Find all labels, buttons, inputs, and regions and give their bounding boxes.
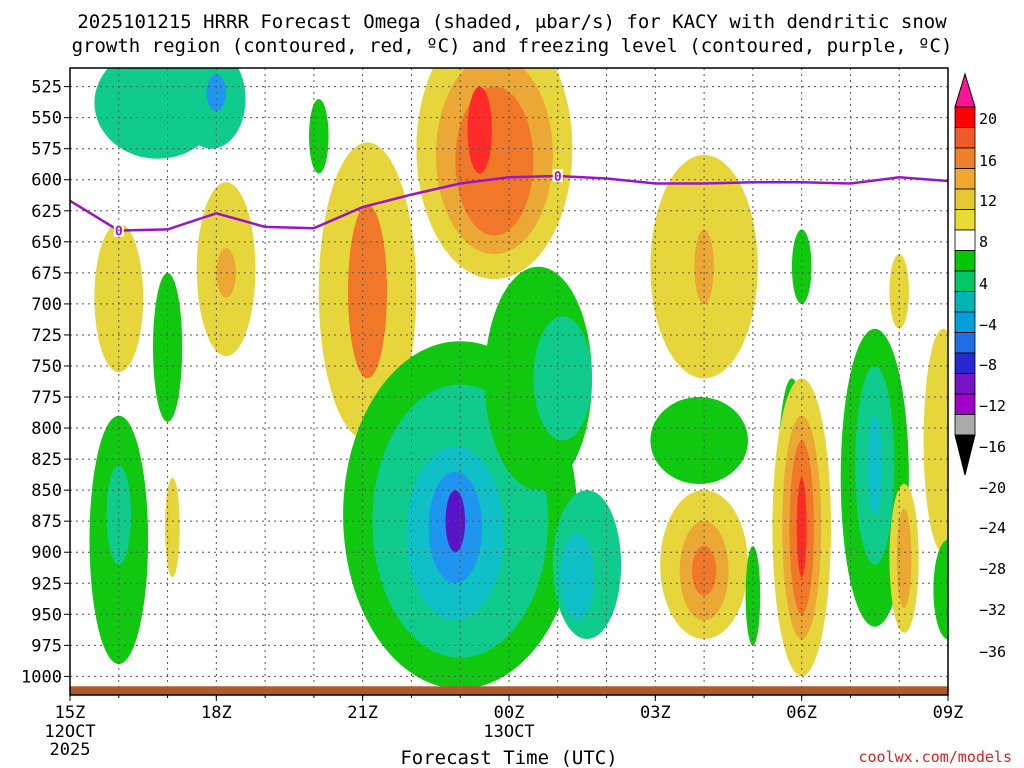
- colorbar-segment: [954, 188, 976, 210]
- y-tick-label: 800: [31, 419, 62, 439]
- omega-cell-35: [745, 546, 761, 646]
- colorbar-label: −24: [979, 519, 1006, 537]
- y-tick-label: 575: [31, 140, 62, 160]
- colorbar-label: −8: [979, 356, 997, 374]
- omega-cell-10: [357, 229, 378, 329]
- colorbar-segment: [954, 393, 976, 415]
- colorbar-top-arrow: [954, 72, 976, 108]
- colorbar-segment: [954, 127, 976, 149]
- freezing-level-label: 0: [554, 170, 562, 185]
- colorbar: 20 16 12 8 4 −4 −8 −12 −16 −20 −24 −28 −32 −36: [954, 72, 1006, 661]
- omega-cell-17: [165, 477, 180, 578]
- colorbar-label: 16: [979, 152, 997, 170]
- colorbar-segment: [954, 106, 976, 128]
- plot-grid: [70, 68, 948, 695]
- x-tick-date: 13OCT: [483, 722, 534, 742]
- y-tick-label: 950: [31, 605, 62, 625]
- freezing-level-contour: 00: [70, 169, 948, 240]
- y-tick-label: 650: [31, 233, 62, 253]
- omega-cell-26: [560, 533, 595, 621]
- colorbar-label: −4: [979, 316, 997, 334]
- colorbar-segment: [954, 373, 976, 395]
- colorbar-label: 8: [979, 233, 988, 251]
- x-tick-label: 18Z: [201, 703, 232, 723]
- terrain-bar: [70, 686, 948, 695]
- x-tick-label: 15Z: [55, 703, 86, 723]
- y-tick-label: 550: [31, 109, 62, 129]
- freezing-label-bg: [113, 223, 124, 237]
- x-axis-label: Forecast Time (UTC): [400, 747, 617, 768]
- colorbar-label: −20: [979, 479, 1006, 497]
- freezing-level-line: [70, 174, 948, 232]
- colorbar-label: 4: [979, 275, 988, 293]
- omega-cell-30: [650, 397, 748, 484]
- omega-cell-14: [467, 86, 492, 174]
- colorbar-segment: [954, 332, 976, 354]
- y-tick-label: 525: [31, 78, 62, 98]
- y-tick-label: 975: [31, 636, 62, 656]
- y-tick-label: 750: [31, 357, 62, 377]
- chart-title: 2025101215 HRRR Forecast Omega (shaded, …: [72, 11, 953, 57]
- y-axis-pressure: 525 550 575 600 625 650 675 700 725 750 775 800 825 8…: [21, 78, 70, 687]
- x-tick-year: 2025: [50, 740, 91, 760]
- title-line-1: 2025101215 HRRR Forecast Omega (shaded, …: [77, 11, 947, 33]
- colorbar-label: 20: [979, 110, 997, 128]
- y-tick-label: 875: [31, 512, 62, 532]
- omega-cell-44: [896, 508, 912, 609]
- omega-cell-3: [309, 99, 329, 174]
- omega-shading: [89, 68, 948, 689]
- colorbar-label: −32: [979, 601, 1006, 619]
- colorbar-segment: [954, 311, 976, 333]
- colorbar-segment: [954, 147, 976, 169]
- y-tick-label: 700: [31, 295, 62, 315]
- colorbar-segment: [954, 209, 976, 231]
- x-tick-label: 00Z: [494, 703, 525, 723]
- x-tick-label: 03Z: [640, 703, 671, 723]
- colorbar-segment: [954, 270, 976, 292]
- freezing-level-label: 0: [115, 225, 123, 240]
- colorbar-label: −36: [979, 643, 1006, 661]
- x-tick-label: 06Z: [786, 703, 817, 723]
- freezing-label-bg: [552, 169, 563, 183]
- omega-cell-24: [533, 316, 592, 441]
- terrain: [70, 686, 948, 695]
- x-tick-date: 12OCT: [44, 722, 95, 742]
- y-tick-label: 775: [31, 388, 62, 408]
- y-tick-label: 825: [31, 450, 62, 470]
- y-tick-label: 900: [31, 543, 62, 563]
- x-tick-label: 09Z: [933, 703, 964, 723]
- omega-cell-39: [796, 477, 807, 578]
- colorbar-label: −12: [979, 397, 1006, 415]
- colorbar-segment: [954, 352, 976, 374]
- colorbar-label: 12: [979, 192, 997, 210]
- omega-cell-13: [455, 86, 534, 236]
- y-tick-label: 850: [31, 481, 62, 501]
- omega-cell-42: [867, 415, 883, 515]
- colorbar-segment: [954, 414, 976, 436]
- y-tick-label: 725: [31, 326, 62, 346]
- omega-cell-46: [923, 328, 948, 553]
- colorbar-segment: [954, 250, 976, 272]
- omega-cell-7: [153, 272, 183, 422]
- y-tick-label: 1000: [21, 667, 62, 687]
- colorbar-label: −28: [979, 560, 1006, 578]
- x-tick-label: 21Z: [347, 703, 378, 723]
- y-tick-label: 675: [31, 264, 62, 284]
- omega-cell-34: [691, 546, 717, 596]
- colorbar-segment: [954, 229, 976, 251]
- y-tick-label: 600: [31, 171, 62, 191]
- colorbar-bottom-arrow: [954, 434, 976, 476]
- colorbar-segment: [954, 291, 976, 313]
- colorbar-segment: [954, 168, 976, 190]
- credit-text: coolwx.com/models: [858, 748, 1012, 766]
- y-tick-label: 925: [31, 574, 62, 594]
- colorbar-label: −16: [979, 438, 1006, 456]
- omega-cell-47: [933, 539, 948, 640]
- y-tick-label: 625: [31, 202, 62, 222]
- title-line-2: growth region (contoured, red, ºC) and f…: [72, 35, 953, 57]
